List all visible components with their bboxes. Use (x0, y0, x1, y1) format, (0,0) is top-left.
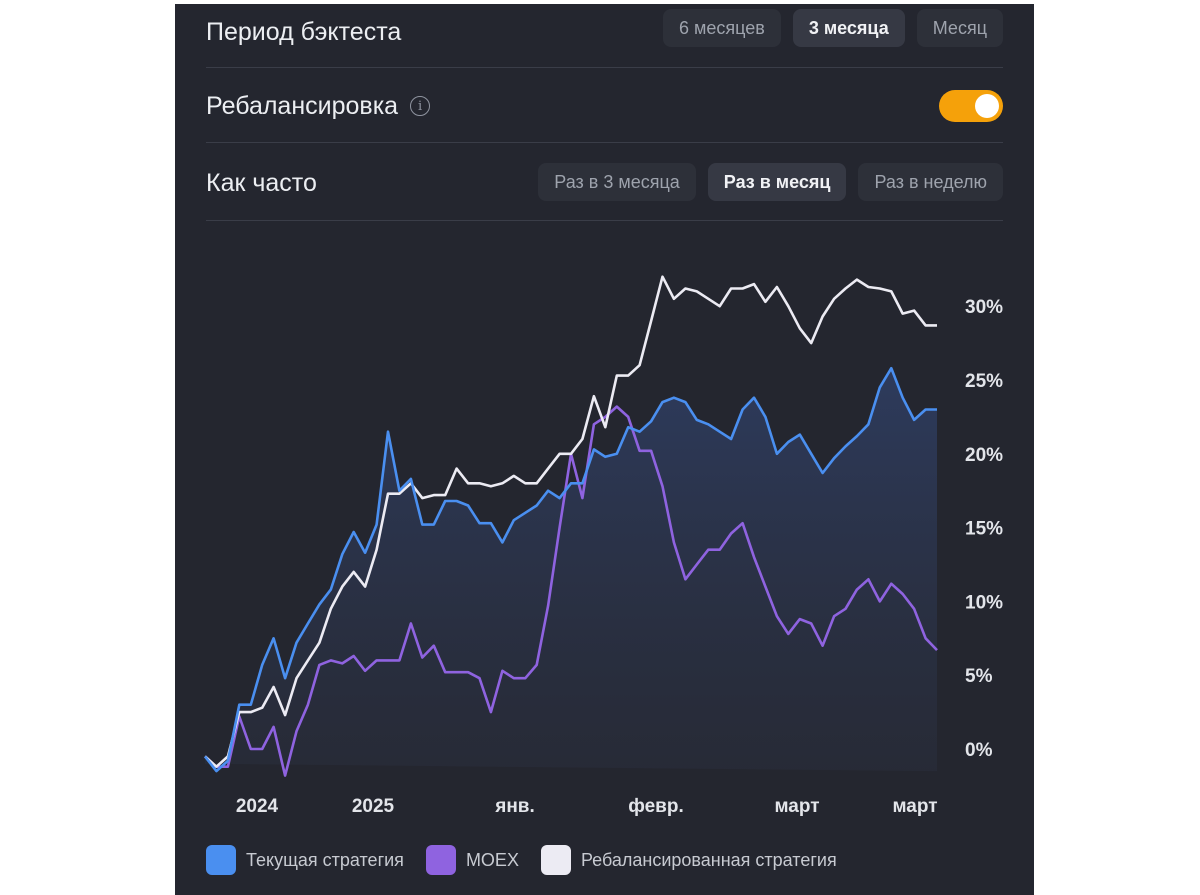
frequency-weekly-button[interactable]: Раз в неделю (858, 163, 1003, 201)
rebalancing-title: Ребалансировка (206, 91, 399, 120)
x-tick-label: 2024 (236, 796, 279, 817)
x-tick-label: янв. (494, 796, 535, 817)
divider (206, 67, 1003, 68)
toggle-knob (975, 94, 999, 118)
series-area-current-strategy (205, 368, 937, 772)
legend-swatch-purple (425, 845, 456, 875)
y-tick-label: 20% (965, 445, 1003, 466)
divider (206, 220, 1003, 221)
frequency-selector: Раз в 3 месяца Раз в месяц Раз в неделю (538, 163, 1003, 201)
y-tick-label: 10% (965, 592, 1003, 613)
frequency-monthly-button[interactable]: Раз в месяц (707, 163, 847, 201)
x-tick-label: март (892, 796, 937, 817)
chart-legend: Текущая стратегия MOEX Ребалансированная… (206, 845, 837, 875)
legend-item-moex[interactable]: MOEX (425, 845, 519, 875)
y-tick-label: 0% (965, 740, 993, 761)
legend-label: Ребалансированная стратегия (580, 849, 837, 870)
legend-item-current-strategy[interactable]: Текущая стратегия (206, 845, 404, 875)
legend-label: MOEX (465, 849, 519, 870)
series-line-rebalanced-strategy (204, 275, 937, 769)
legend-swatch-blue (206, 845, 236, 875)
legend-label: Текущая стратегия (246, 849, 404, 870)
backtest-period-title: Период бэктеста (206, 17, 402, 46)
backtest-period-selector: 6 месяцев 3 месяца Месяц (662, 9, 1003, 47)
rebalancing-row: Ребалансировка i (206, 82, 1003, 130)
x-tick-label: 2025 (352, 796, 395, 817)
period-6-months-button[interactable]: 6 месяцев (662, 9, 781, 47)
y-tick-label: 5% (965, 666, 993, 687)
period-month-button[interactable]: Месяц (916, 9, 1003, 47)
performance-chart: 0% 5% 10% 15% 20% 25% 30% 2024 2025 янв. февр. мар… (203, 275, 1003, 817)
y-tick-label: 15% (965, 519, 1003, 540)
frequency-title: Как часто (206, 168, 317, 197)
series-line-current-strategy (203, 366, 937, 773)
x-tick-label: февр. (628, 796, 684, 817)
y-tick-label: 30% (965, 297, 1003, 318)
divider (206, 142, 1003, 143)
backtest-period-row: Период бэктеста (206, 8, 1003, 56)
info-icon[interactable]: i (410, 96, 431, 116)
frequency-row: Как часто (206, 159, 1003, 207)
x-tick-label: март (774, 796, 819, 817)
backtest-panel: Период бэктеста 6 месяцев 3 месяца Месяц… (175, 4, 1034, 895)
rebalancing-toggle[interactable] (939, 90, 1003, 122)
legend-swatch-white (540, 845, 571, 875)
period-3-months-button[interactable]: 3 месяца (792, 9, 905, 47)
y-tick-label: 25% (965, 371, 1003, 392)
frequency-quarterly-button[interactable]: Раз в 3 месяца (538, 163, 696, 201)
legend-item-rebalanced-strategy[interactable]: Ребалансированная стратегия (540, 845, 837, 875)
